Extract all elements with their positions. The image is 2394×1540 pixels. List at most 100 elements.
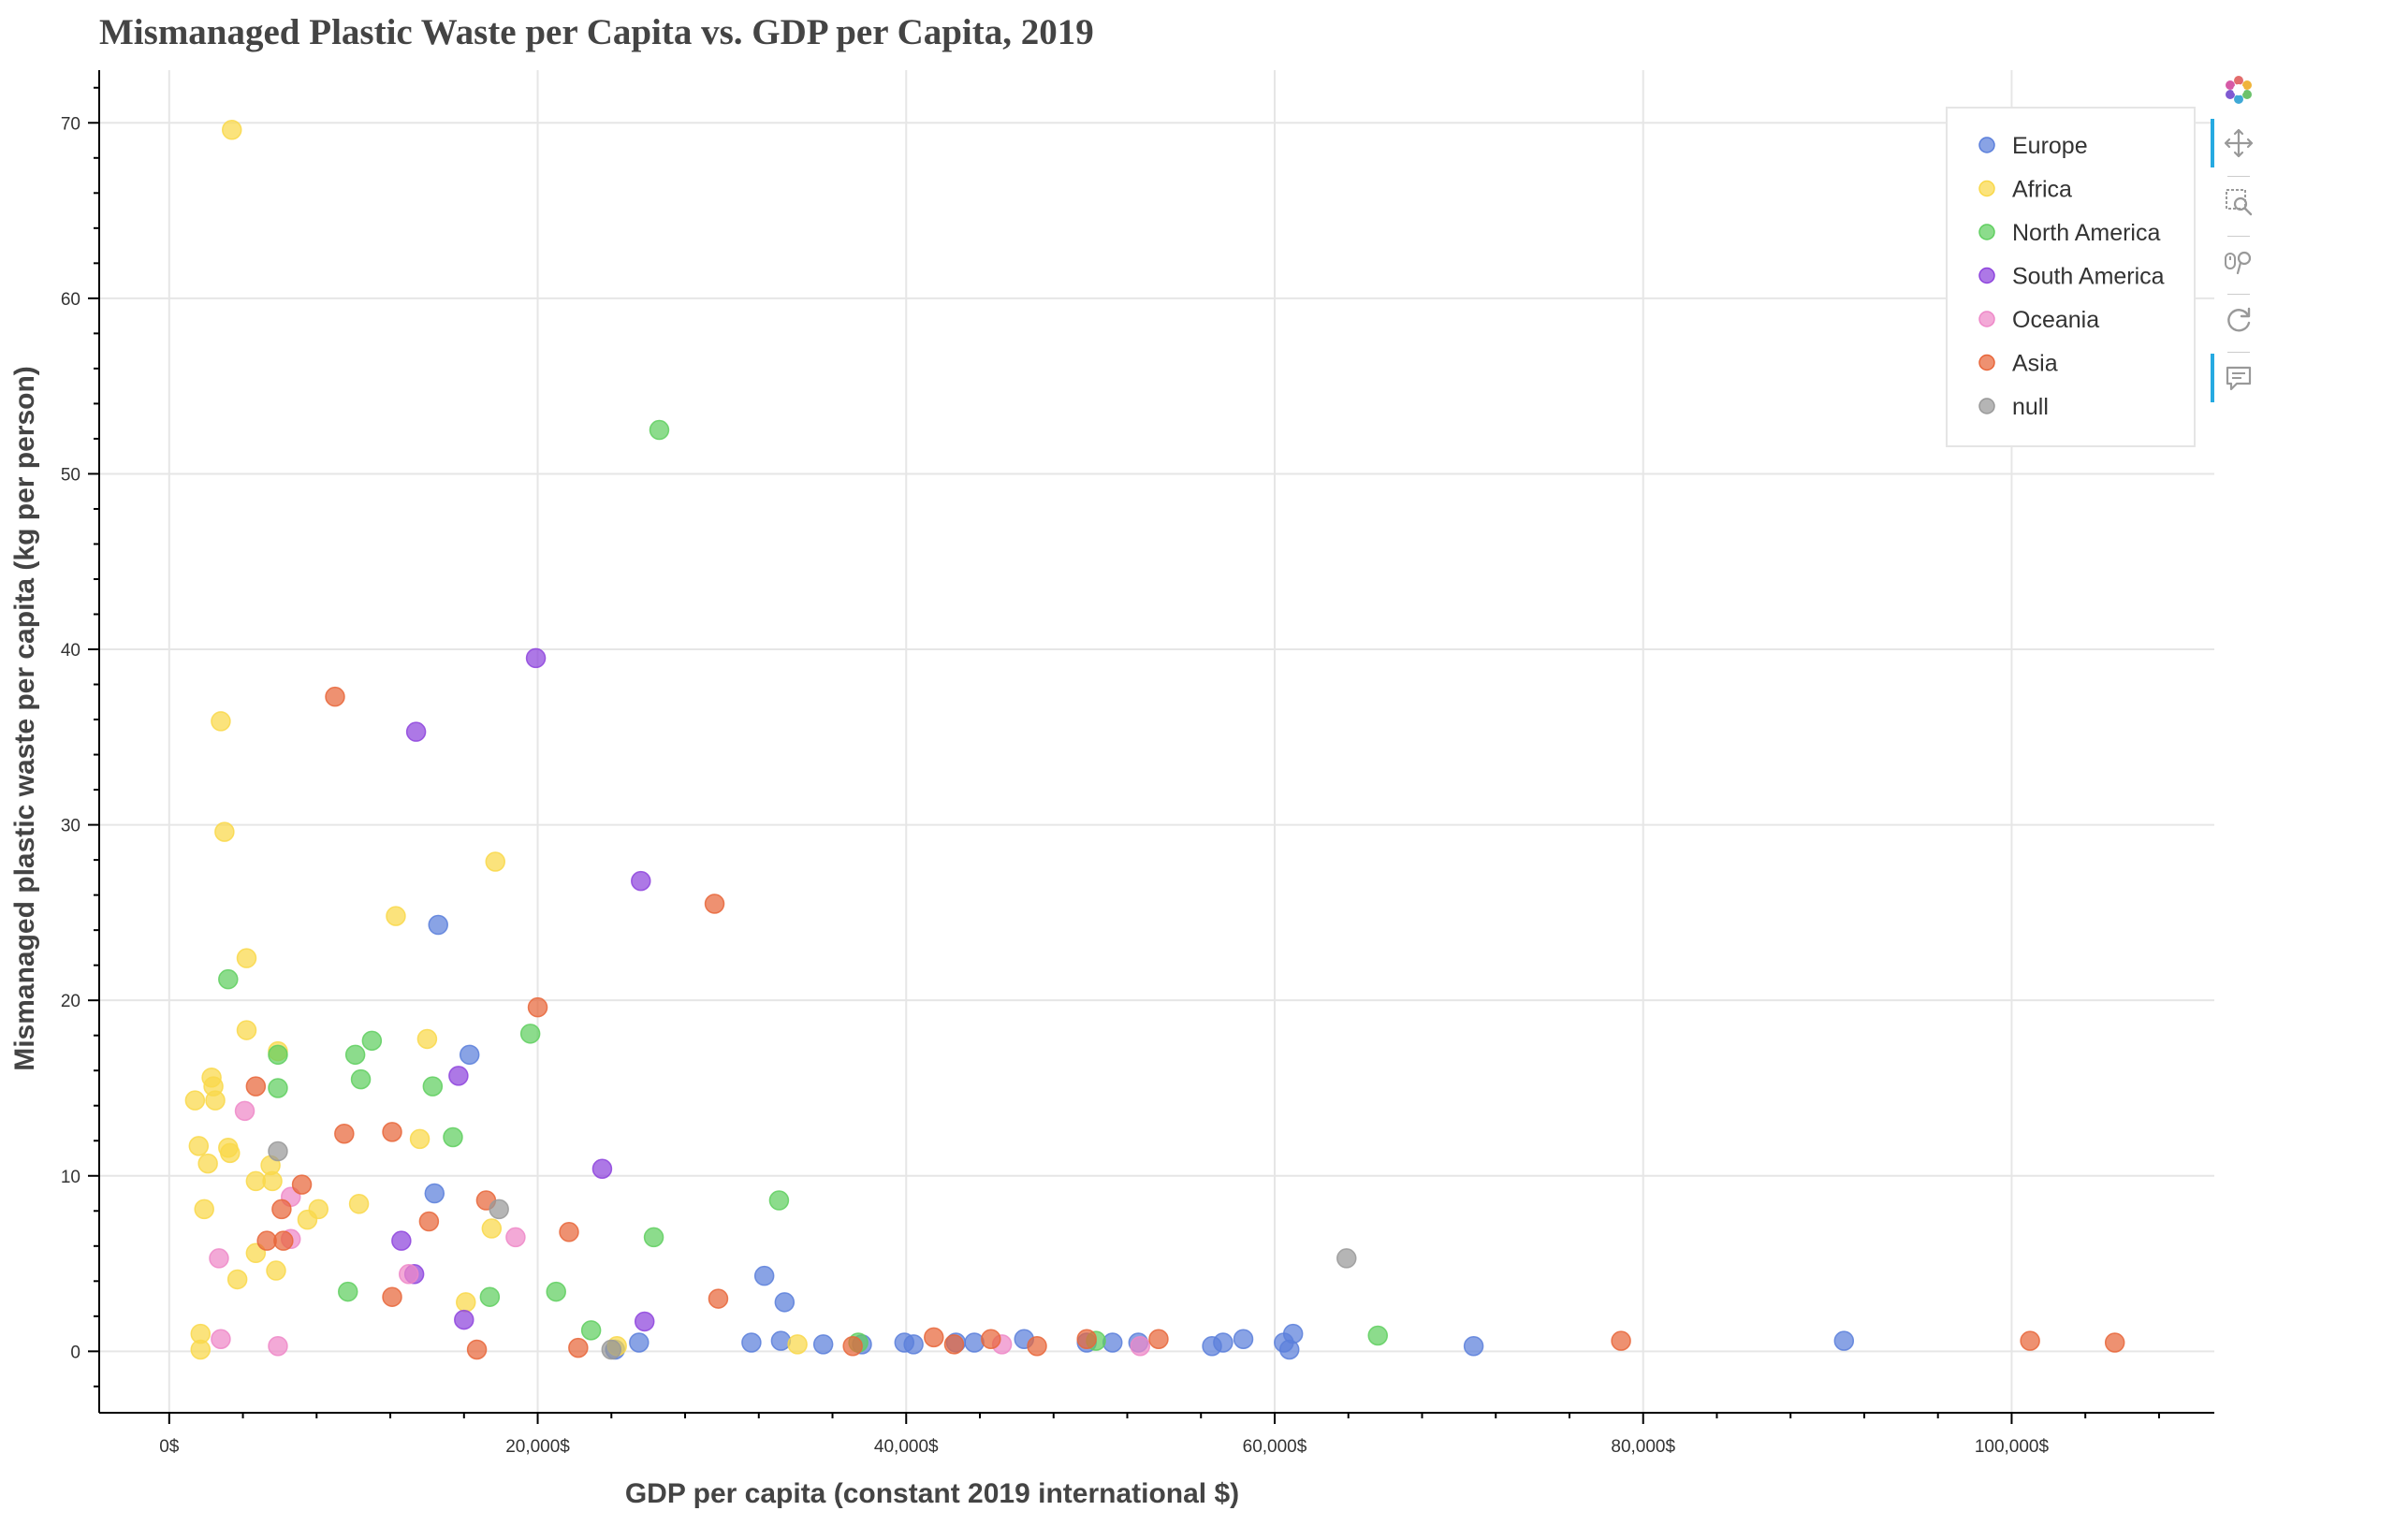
data-point[interactable]: [271, 1199, 292, 1220]
legend-label[interactable]: North America: [2012, 220, 2160, 246]
data-point[interactable]: [1130, 1335, 1151, 1357]
data-point[interactable]: [382, 1286, 402, 1307]
data-point[interactable]: [601, 1339, 622, 1360]
data-point[interactable]: [424, 1183, 445, 1204]
data-point[interactable]: [205, 1090, 226, 1111]
data-point[interactable]: [188, 1136, 210, 1156]
data-point[interactable]: [704, 893, 725, 914]
data-point[interactable]: [268, 1078, 288, 1098]
data-point[interactable]: [291, 1174, 313, 1195]
legend-label[interactable]: South America: [2012, 264, 2165, 290]
data-point[interactable]: [812, 1334, 834, 1355]
data-point[interactable]: [221, 120, 242, 140]
data-point[interactable]: [770, 1330, 792, 1351]
data-point[interactable]: [1833, 1330, 1855, 1351]
data-point[interactable]: [580, 1320, 602, 1341]
data-point[interactable]: [454, 1309, 474, 1330]
data-point[interactable]: [568, 1337, 589, 1358]
data-point[interactable]: [943, 1334, 965, 1355]
data-point[interactable]: [1463, 1335, 1484, 1357]
legend-marker[interactable]: [1978, 311, 1995, 327]
data-point[interactable]: [398, 1264, 419, 1285]
legend-marker[interactable]: [1978, 137, 1995, 153]
data-point[interactable]: [448, 1066, 469, 1086]
data-point[interactable]: [459, 1044, 480, 1066]
data-point[interactable]: [268, 1140, 288, 1162]
data-point[interactable]: [1233, 1329, 1254, 1349]
data-point[interactable]: [422, 1076, 444, 1097]
data-point[interactable]: [787, 1334, 808, 1355]
data-point[interactable]: [209, 1248, 229, 1269]
data-point[interactable]: [214, 821, 235, 842]
data-point[interactable]: [236, 948, 257, 968]
data-point[interactable]: [391, 1230, 412, 1251]
data-point[interactable]: [218, 968, 239, 990]
data-point[interactable]: [348, 1194, 370, 1214]
data-point[interactable]: [190, 1339, 212, 1360]
data-point[interactable]: [428, 914, 448, 936]
data-point[interactable]: [924, 1327, 944, 1348]
data-point[interactable]: [527, 996, 548, 1018]
box-zoom-tool-button[interactable]: [2214, 178, 2263, 226]
data-point[interactable]: [361, 1030, 383, 1052]
data-point[interactable]: [226, 1269, 248, 1290]
data-point[interactable]: [559, 1222, 579, 1242]
data-point[interactable]: [405, 721, 427, 742]
data-point[interactable]: [409, 1128, 431, 1150]
data-point[interactable]: [481, 1218, 503, 1239]
data-point[interactable]: [234, 1100, 255, 1122]
data-point[interactable]: [903, 1334, 924, 1355]
data-point[interactable]: [1336, 1248, 1357, 1269]
data-point[interactable]: [1148, 1329, 1169, 1349]
legend-marker[interactable]: [1978, 398, 1995, 414]
data-point[interactable]: [753, 1265, 775, 1286]
data-point[interactable]: [981, 1329, 1001, 1349]
data-point[interactable]: [266, 1260, 286, 1281]
data-point[interactable]: [194, 1199, 214, 1220]
legend-marker[interactable]: [1978, 354, 1995, 371]
legend-marker[interactable]: [1978, 224, 1995, 240]
legend-label[interactable]: Asia: [2012, 351, 2058, 377]
data-point[interactable]: [344, 1044, 366, 1066]
data-point[interactable]: [1611, 1330, 1631, 1351]
data-point[interactable]: [842, 1335, 863, 1357]
hover-tool-button[interactable]: [2211, 354, 2263, 402]
data-point[interactable]: [768, 1190, 790, 1211]
data-point[interactable]: [2104, 1332, 2125, 1353]
data-point[interactable]: [245, 1076, 267, 1097]
data-point[interactable]: [479, 1286, 501, 1307]
data-point[interactable]: [774, 1292, 796, 1313]
data-point[interactable]: [591, 1158, 613, 1180]
data-point[interactable]: [220, 1142, 241, 1164]
data-point[interactable]: [211, 711, 231, 732]
data-point[interactable]: [1027, 1335, 1047, 1357]
data-point[interactable]: [1278, 1339, 1300, 1360]
data-point[interactable]: [350, 1068, 372, 1090]
data-point[interactable]: [382, 1122, 402, 1142]
data-point[interactable]: [211, 1329, 231, 1349]
legend[interactable]: Europe Africa North America South America Oc…: [1946, 107, 2196, 447]
data-point[interactable]: [708, 1288, 729, 1309]
data-point[interactable]: [2020, 1330, 2040, 1351]
data-point[interactable]: [236, 1020, 257, 1040]
data-point[interactable]: [416, 1028, 438, 1050]
legend-label[interactable]: Europe: [2012, 133, 2088, 159]
reset-tool-button[interactable]: [2214, 296, 2263, 344]
data-point[interactable]: [741, 1332, 762, 1353]
data-point[interactable]: [1213, 1332, 1233, 1353]
data-point[interactable]: [525, 647, 547, 669]
wheel-zoom-tool-button[interactable]: [2214, 237, 2263, 285]
data-point[interactable]: [634, 1311, 655, 1332]
legend-label[interactable]: Africa: [2012, 177, 2072, 203]
data-point[interactable]: [546, 1281, 566, 1302]
data-point[interactable]: [1102, 1332, 1123, 1353]
data-point[interactable]: [297, 1209, 318, 1230]
data-point[interactable]: [197, 1153, 218, 1174]
data-point[interactable]: [505, 1227, 526, 1248]
data-point[interactable]: [1367, 1325, 1388, 1346]
data-point[interactable]: [325, 686, 345, 707]
data-point[interactable]: [262, 1170, 283, 1192]
data-point[interactable]: [629, 1332, 650, 1353]
data-point[interactable]: [489, 1199, 509, 1220]
data-point[interactable]: [643, 1227, 664, 1248]
